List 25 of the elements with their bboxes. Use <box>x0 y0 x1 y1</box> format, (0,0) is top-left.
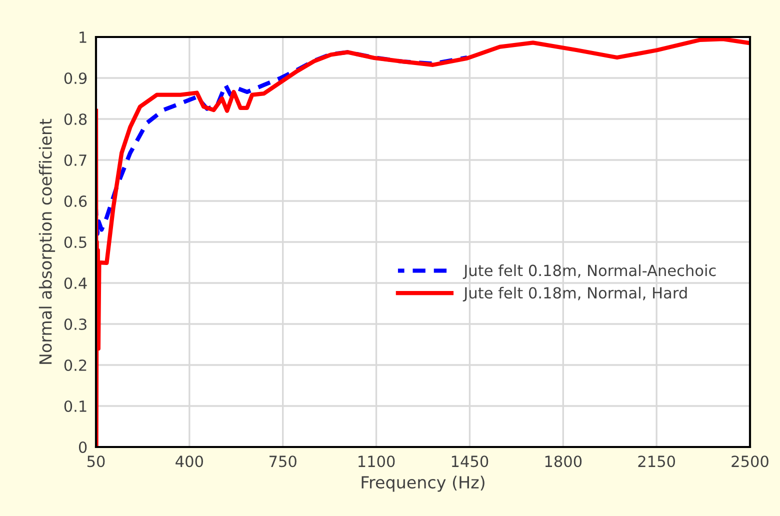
y-axis-title: Normal absorption coefficient <box>38 118 56 364</box>
y-tick-label: 0.8 <box>64 113 87 126</box>
line-series <box>96 37 750 447</box>
y-tick-label: 0.9 <box>64 72 87 84</box>
x-tick-label: 2150 <box>638 456 675 468</box>
y-tick-label: 0.5 <box>64 236 86 248</box>
x-tick-label: 400 <box>176 456 203 468</box>
line-series <box>96 50 470 236</box>
y-tick-label: 0 <box>78 441 87 454</box>
x-tick-label: 1800 <box>545 456 582 468</box>
legend-label: Jute felt 0.18m, Normal, Hard <box>462 286 687 302</box>
x-tick-label: 1450 <box>452 456 488 468</box>
x-tick-label: 1100 <box>358 456 395 468</box>
y-tick-label: 1 <box>80 32 86 43</box>
y-tick-label: 0.6 <box>64 195 87 208</box>
y-tick-label: 0.4 <box>64 277 87 290</box>
x-axis-title: Frequency (Hz) <box>362 476 484 492</box>
x-tick-label: 50 <box>87 456 105 468</box>
x-tick-label: 750 <box>270 456 296 468</box>
y-tick-label: 0.3 <box>64 318 86 330</box>
y-tick-label: 0.7 <box>64 154 86 166</box>
legend-label: Jute felt 0.18m, Normal-Anechoic <box>462 264 716 280</box>
y-tick-label: 0.2 <box>64 359 86 372</box>
y-tick-label: 0.1 <box>64 400 86 412</box>
x-tick-label: 2500 <box>732 456 768 468</box>
